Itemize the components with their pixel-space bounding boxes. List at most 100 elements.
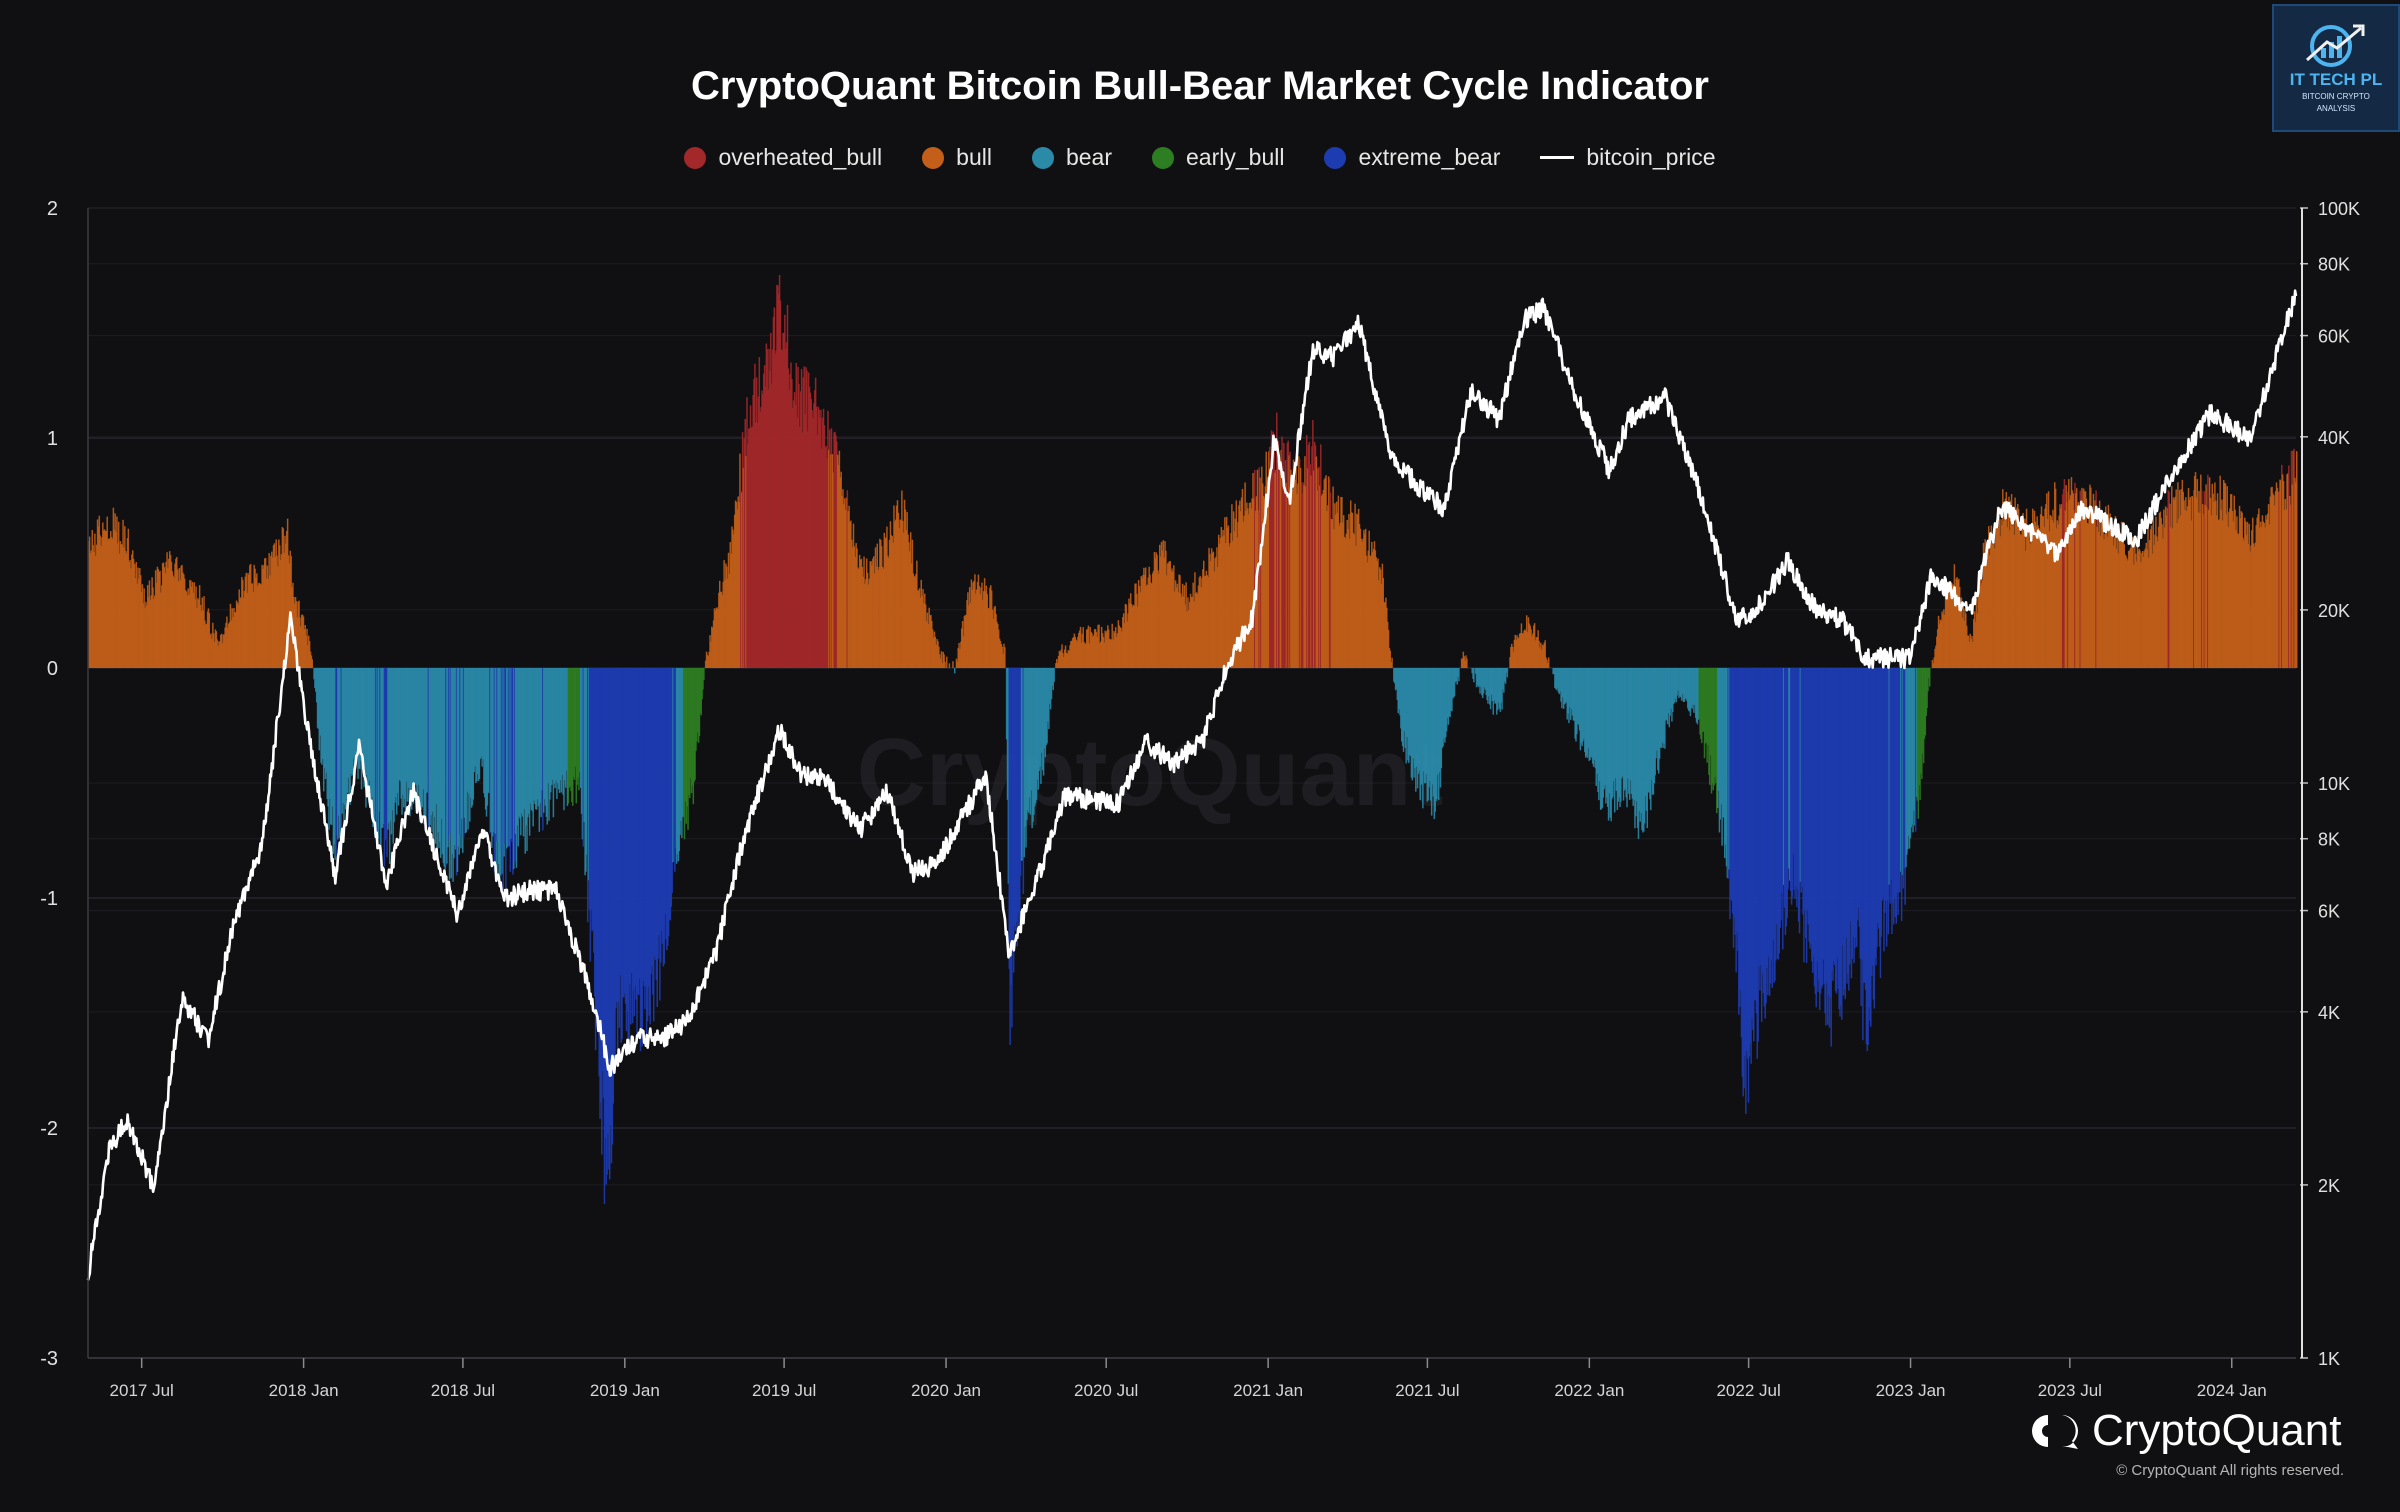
indicator-bar: [820, 409, 822, 668]
indicator-bar: [1263, 498, 1266, 668]
indicator-bar: [1267, 476, 1269, 668]
indicator-bar: [1136, 593, 1138, 668]
indicator-bar: [1591, 668, 1594, 764]
indicator-bar: [610, 668, 613, 1164]
indicator-bar: [553, 668, 556, 784]
indicator-bar: [867, 584, 870, 668]
indicator-bar: [381, 668, 383, 829]
indicator-bar: [811, 410, 813, 668]
indicator-bar: [1131, 607, 1134, 668]
indicator-bar: [1295, 467, 1297, 668]
indicator-bar: [1484, 668, 1487, 690]
x-tick-label: 2022 Jan: [1554, 1381, 1624, 1400]
indicator-bar: [1143, 567, 1145, 668]
indicator-bar: [995, 614, 997, 668]
indicator-bar: [427, 668, 430, 830]
indicator-bar: [546, 668, 548, 825]
indicator-bar: [1423, 668, 1425, 772]
indicator-bar: [790, 362, 792, 668]
indicator-bar: [780, 349, 783, 668]
indicator-bar: [132, 558, 135, 668]
indicator-bar: [489, 668, 491, 834]
indicator-bar: [2293, 448, 2295, 668]
indicator-bar: [310, 655, 313, 668]
indicator-bar: [566, 668, 569, 806]
indicator-bar: [1583, 668, 1585, 739]
indicator-bar: [2009, 530, 2011, 668]
indicator-bar: [815, 406, 818, 668]
indicator-bar: [2128, 550, 2131, 668]
indicator-bar: [2112, 545, 2115, 668]
indicator-bar: [474, 668, 476, 767]
indicator-bar: [935, 644, 937, 668]
indicator-bar: [2235, 529, 2237, 668]
legend-item-extreme-bear[interactable]: extreme_bear: [1324, 144, 1500, 171]
indicator-bar: [1809, 668, 1811, 949]
indicator-bar: [1147, 577, 1150, 668]
indicator-bar: [494, 668, 497, 834]
indicator-bar: [1746, 668, 1749, 1059]
indicator-bar: [2071, 490, 2074, 668]
indicator-bar: [535, 668, 537, 810]
indicator-bar: [1875, 668, 1877, 966]
indicator-bar: [939, 658, 942, 668]
indicator-bar: [858, 568, 860, 668]
indicator-bar: [604, 668, 607, 1138]
indicator-bar: [477, 668, 480, 781]
indicator-bar: [1612, 668, 1614, 797]
indicator-bar: [651, 668, 653, 967]
indicator-bar: [620, 668, 622, 1043]
indicator-bar: [298, 600, 300, 668]
indicator-bar: [2224, 483, 2227, 668]
indicator-bar: [426, 668, 429, 792]
indicator-bar: [457, 668, 460, 847]
indicator-bar: [755, 422, 757, 668]
indicator-bar: [436, 668, 438, 853]
indicator-bar: [2183, 500, 2185, 668]
indicator-bar: [849, 522, 851, 668]
indicator-bar: [1063, 656, 1065, 668]
indicator-bar: [1409, 668, 1412, 757]
indicator-bar: [1098, 624, 1100, 668]
indicator-bar: [713, 608, 716, 668]
indicator-bar: [1906, 668, 1908, 855]
indicator-bar: [1738, 668, 1741, 1007]
indicator-bar: [1827, 668, 1830, 995]
indicator-bar: [323, 668, 326, 769]
indicator-bar: [2093, 511, 2096, 668]
indicator-bar: [1310, 475, 1312, 668]
indicator-bar: [1327, 505, 1329, 668]
indicator-bar: [1777, 668, 1780, 960]
indicator-bar: [1244, 482, 1246, 668]
indicator-bar: [1440, 668, 1443, 769]
indicator-bar: [639, 668, 642, 1052]
legend-item-early-bull[interactable]: early_bull: [1152, 144, 1284, 171]
indicator-bar: [832, 472, 834, 668]
indicator-bar: [1889, 668, 1891, 904]
indicator-bar: [1151, 583, 1153, 668]
indicator-bar: [1398, 668, 1400, 710]
indicator-bar: [746, 397, 748, 668]
cryptoquant-brand[interactable]: CryptoQuant: [2028, 1406, 2341, 1456]
legend-item-overheated-bull[interactable]: overheated_bull: [684, 144, 882, 171]
indicator-bar: [278, 539, 280, 668]
indicator-bar: [1261, 483, 1264, 668]
indicator-bar: [1791, 668, 1794, 898]
indicator-bar: [893, 505, 895, 668]
indicator-bar: [845, 497, 848, 668]
indicator-bar: [375, 668, 378, 834]
indicator-bar: [204, 620, 206, 668]
legend-item-bull[interactable]: bull: [922, 144, 992, 171]
indicator-bar: [1560, 668, 1562, 702]
indicator-bar: [681, 668, 683, 838]
indicator-bar: [2053, 522, 2055, 668]
indicator-bar: [1584, 668, 1586, 753]
indicator-bar: [2199, 512, 2201, 668]
indicator-bar: [2122, 533, 2125, 668]
legend-item-bitcoin-price[interactable]: bitcoin_price: [1540, 144, 1716, 171]
legend-item-bear[interactable]: bear: [1031, 144, 1112, 171]
indicator-bar: [1382, 577, 1385, 668]
indicator-bar: [520, 668, 522, 836]
indicator-bar: [1729, 668, 1731, 920]
indicator-bar: [475, 668, 477, 783]
